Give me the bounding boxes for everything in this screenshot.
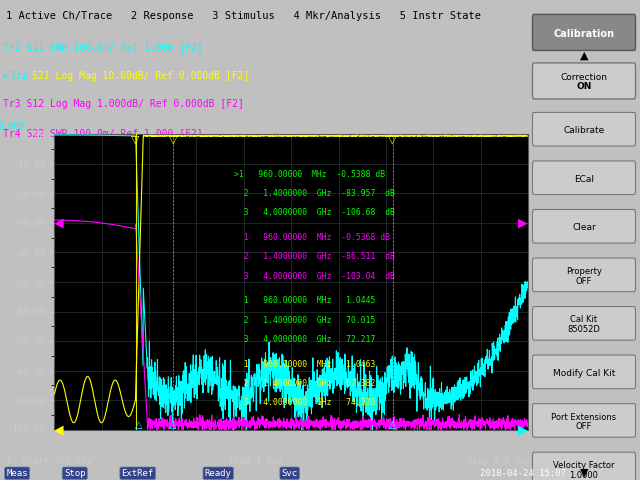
Text: Tr1 S11 SWR 100.0m/ Ref 1.000 [F2]: Tr1 S11 SWR 100.0m/ Ref 1.000 [F2] bbox=[3, 42, 202, 52]
Text: OFF: OFF bbox=[576, 422, 592, 431]
Text: Tr4 S22 SWR 100.0m/ Ref 1.000 [F2]: Tr4 S22 SWR 100.0m/ Ref 1.000 [F2] bbox=[3, 128, 202, 138]
Text: 2   1.4000000  GHz   67.382: 2 1.4000000 GHz 67.382 bbox=[234, 379, 376, 388]
Text: ◀: ◀ bbox=[54, 423, 64, 436]
Text: ECal: ECal bbox=[574, 175, 594, 184]
FancyBboxPatch shape bbox=[532, 63, 636, 99]
Text: Stop: Stop bbox=[64, 469, 86, 478]
Text: 2   1.4000000  GHz  -86.511  dB: 2 1.4000000 GHz -86.511 dB bbox=[234, 252, 396, 261]
Text: ▲: ▲ bbox=[580, 50, 588, 60]
FancyBboxPatch shape bbox=[532, 112, 636, 146]
Text: Stop 5.6 GHz  Cor: Stop 5.6 GHz Cor bbox=[467, 457, 559, 466]
Text: Correction: Correction bbox=[561, 73, 607, 82]
Text: OFF: OFF bbox=[576, 276, 592, 286]
FancyBboxPatch shape bbox=[532, 355, 636, 389]
Text: ►: ► bbox=[3, 71, 8, 81]
FancyBboxPatch shape bbox=[532, 452, 636, 480]
Text: 3   4.0000000  GHz   72.217: 3 4.0000000 GHz 72.217 bbox=[234, 335, 376, 344]
Text: Port Extensions: Port Extensions bbox=[552, 413, 616, 421]
Text: ▶: ▶ bbox=[518, 216, 528, 229]
Text: 2   1.4000000  GHz   70.015: 2 1.4000000 GHz 70.015 bbox=[234, 316, 376, 324]
Text: Clear: Clear bbox=[572, 223, 596, 232]
Text: 2018-04-24 15:07: 2018-04-24 15:07 bbox=[480, 469, 566, 478]
Text: ▽: ▽ bbox=[131, 134, 140, 144]
Text: S21 Log Mag 10.00dB/ Ref 0.000dB [F2]: S21 Log Mag 10.00dB/ Ref 0.000dB [F2] bbox=[32, 71, 249, 81]
Text: ExtRef: ExtRef bbox=[122, 469, 154, 478]
FancyBboxPatch shape bbox=[532, 161, 636, 194]
Text: ▽: ▽ bbox=[168, 134, 177, 144]
Text: 1   960.00000  MHz   1.0463: 1 960.00000 MHz 1.0463 bbox=[234, 360, 376, 369]
Text: Calibrate: Calibrate bbox=[563, 126, 605, 135]
Text: Velocity Factor: Velocity Factor bbox=[553, 461, 615, 470]
Text: 1.0000: 1.0000 bbox=[570, 471, 598, 480]
FancyBboxPatch shape bbox=[532, 209, 636, 243]
Text: Meas: Meas bbox=[6, 469, 28, 478]
FancyBboxPatch shape bbox=[532, 307, 636, 340]
Text: Cal Kit: Cal Kit bbox=[570, 315, 598, 324]
FancyBboxPatch shape bbox=[532, 14, 636, 50]
Text: Modify Cal Kit: Modify Cal Kit bbox=[553, 369, 615, 378]
Text: ◀: ◀ bbox=[54, 216, 64, 229]
Text: 85052D: 85052D bbox=[568, 325, 600, 334]
Text: ▶: ▶ bbox=[518, 423, 528, 436]
Text: △: △ bbox=[169, 420, 177, 430]
Text: 1 Active Ch/Trace   2 Response   3 Stimulus   4 Mkr/Analysis   5 Instr State: 1 Active Ch/Trace 2 Response 3 Stimulus … bbox=[6, 11, 481, 21]
Text: Tr2: Tr2 bbox=[10, 71, 28, 81]
Text: △: △ bbox=[389, 420, 396, 430]
Text: 1   960.00000  MHz  -0.5368 dB: 1 960.00000 MHz -0.5368 dB bbox=[234, 233, 390, 242]
Text: ON: ON bbox=[576, 83, 592, 91]
Text: 3   4.0000000  GHz  -106.68  dB: 3 4.0000000 GHz -106.68 dB bbox=[234, 208, 396, 217]
Text: Ready: Ready bbox=[205, 469, 232, 478]
Text: ▼: ▼ bbox=[580, 468, 588, 478]
Text: 1   960.00000  MHz   1.0445: 1 960.00000 MHz 1.0445 bbox=[234, 297, 376, 305]
Text: Svc: Svc bbox=[282, 469, 298, 478]
Text: Property: Property bbox=[566, 267, 602, 276]
Text: IFBW 1 kHz: IFBW 1 kHz bbox=[229, 457, 283, 466]
Text: △: △ bbox=[135, 420, 143, 430]
Text: ▽: ▽ bbox=[388, 134, 397, 144]
FancyBboxPatch shape bbox=[532, 258, 636, 292]
Text: 0.000: 0.000 bbox=[0, 122, 24, 132]
Text: Calibration: Calibration bbox=[554, 29, 614, 38]
FancyBboxPatch shape bbox=[532, 404, 636, 437]
Text: 3   4.0000000  GHz   74.326: 3 4.0000000 GHz 74.326 bbox=[234, 398, 376, 407]
Text: >1   960.00000  MHz  -0.5388 dB: >1 960.00000 MHz -0.5388 dB bbox=[234, 170, 385, 179]
Text: 3   4.0000000  GHz  -103.04  dB: 3 4.0000000 GHz -103.04 dB bbox=[234, 272, 396, 280]
Text: 1  Start 300 kHz: 1 Start 300 kHz bbox=[6, 457, 92, 466]
Text: Tr3 S12 Log Mag 1.000dB/ Ref 0.000dB [F2]: Tr3 S12 Log Mag 1.000dB/ Ref 0.000dB [F2… bbox=[3, 99, 243, 109]
Text: 2   1.4000000  GHz  -83.957  dB: 2 1.4000000 GHz -83.957 dB bbox=[234, 189, 396, 198]
